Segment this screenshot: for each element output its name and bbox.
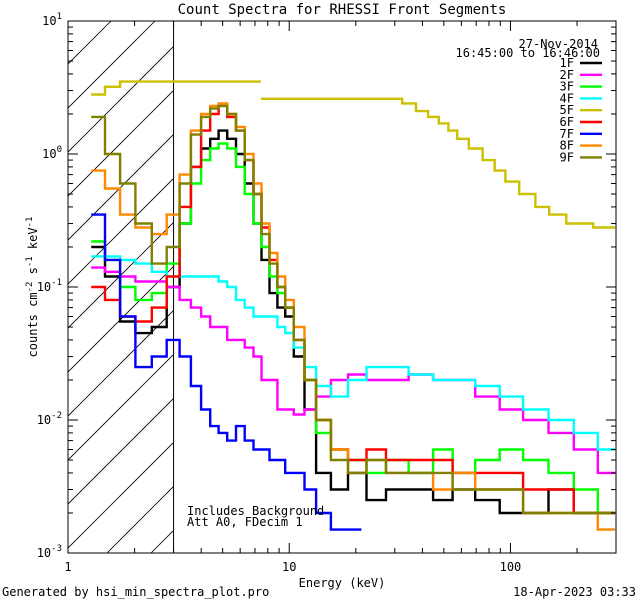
footer-timestamp: 18-Apr-2023 03:33 [513,585,636,599]
y-tick-base: 10 [42,147,56,161]
hatch-line [68,441,174,549]
legend-label-7F: 7F [560,127,574,141]
series-2F [91,266,615,475]
legend-label-1F: 1F [560,56,574,70]
y-tick-exponent: -1 [51,278,62,288]
series-6F [91,104,615,515]
y-tick-exponent: 1 [57,12,62,22]
series-5F [91,80,615,229]
y-label-exp-1: -2 [25,282,35,293]
y-axis-label: counts cm-2 s-1 keV-1 [25,217,40,358]
legend-label-3F: 3F [560,80,574,94]
hatch-line [68,221,174,329]
y-tick-label: 10-1 [37,278,62,294]
legend-label-5F: 5F [560,103,574,117]
y-tick-base: 10 [37,280,51,294]
y-tick-exponent: 0 [57,145,62,155]
y-tick-exponent: -3 [51,544,62,554]
series-7F [91,213,362,531]
hatch-line [68,265,174,373]
y-label-part-3: keV [26,227,40,256]
x-tick-label: 10 [282,560,296,574]
y-label-exp-3: -1 [25,217,35,228]
series-9F [91,104,615,515]
series-layer [91,80,615,531]
footer-generated-by: Generated by hsi_min_spectra_plot.pro [2,585,269,599]
y-tick-base: 10 [37,413,51,427]
legend-label-4F: 4F [560,91,574,105]
x-axis-label: Energy (keV) [299,576,386,590]
hatch-line [68,45,174,153]
y-label-exp-2: -1 [25,256,35,267]
hatch-line [68,397,174,505]
legend-label-8F: 8F [560,139,574,153]
legend-label-9F: 9F [560,150,574,164]
x-tick-label: 1 [64,560,71,574]
hatch-line [635,21,640,553]
y-label-part-2: s [26,267,40,281]
series-8F [91,102,615,531]
hatch-line [0,21,23,553]
plot-frame [67,20,617,554]
y-tick-label: 10-3 [37,544,62,560]
legend-date: 27-Nov-2014 [519,37,598,51]
annotation-attenuator: Att A0, FDecim 1 [187,515,303,529]
hatch-line [68,89,174,197]
y-tick-exponent: -2 [51,411,62,421]
hatch-lines [0,21,640,553]
x-tick-label: 100 [500,560,522,574]
y-tick-label: 101 [42,12,62,28]
y-label-part-1: counts cm [26,292,40,357]
legend-label-6F: 6F [560,115,574,129]
y-tick-label: 100 [42,145,62,161]
annotation-background: Includes Background [187,504,324,518]
legend-label-2F: 2F [560,68,574,82]
legend-time-range: 16:45:00 to 16:46:00 [456,46,601,60]
y-tick-base: 10 [37,546,51,560]
y-tick-label: 10-2 [37,411,62,427]
y-tick-base: 10 [42,14,56,28]
series-1F [91,129,615,515]
chart-title: Count Spectra for RHESSI Front Segments [178,2,507,18]
